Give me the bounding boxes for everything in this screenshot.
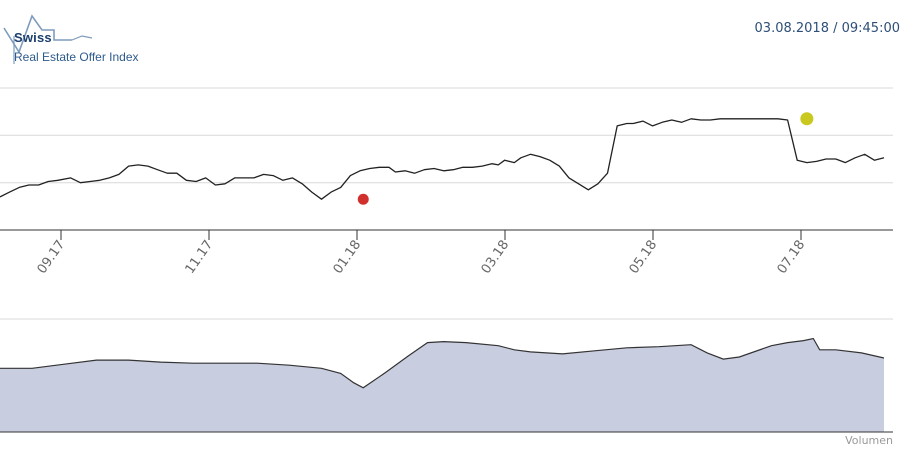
x-tick-label: 01.18 [331,238,365,277]
x-tick-label: 11.17 [183,238,217,277]
x-tick-label: 03.18 [479,238,513,277]
x-tick-label: 05.18 [627,238,661,277]
price-series-line [0,118,885,200]
logo[interactable] [2,8,202,70]
timestamp: 03.08.2018 / 09:45:00 [754,21,900,36]
logo-title: Swiss [14,30,52,45]
low-point-marker [357,193,369,205]
logo-subtitle: Real Estate Offer Index [14,50,139,64]
x-tick-label: 09.17 [35,238,69,277]
house-outline-icon [3,14,93,64]
volume-line [0,337,885,389]
volume-area [0,338,884,432]
high-point-marker [800,112,814,126]
x-tick-label: 07.18 [775,238,809,277]
volume-axis-label: Volumen [845,434,893,447]
